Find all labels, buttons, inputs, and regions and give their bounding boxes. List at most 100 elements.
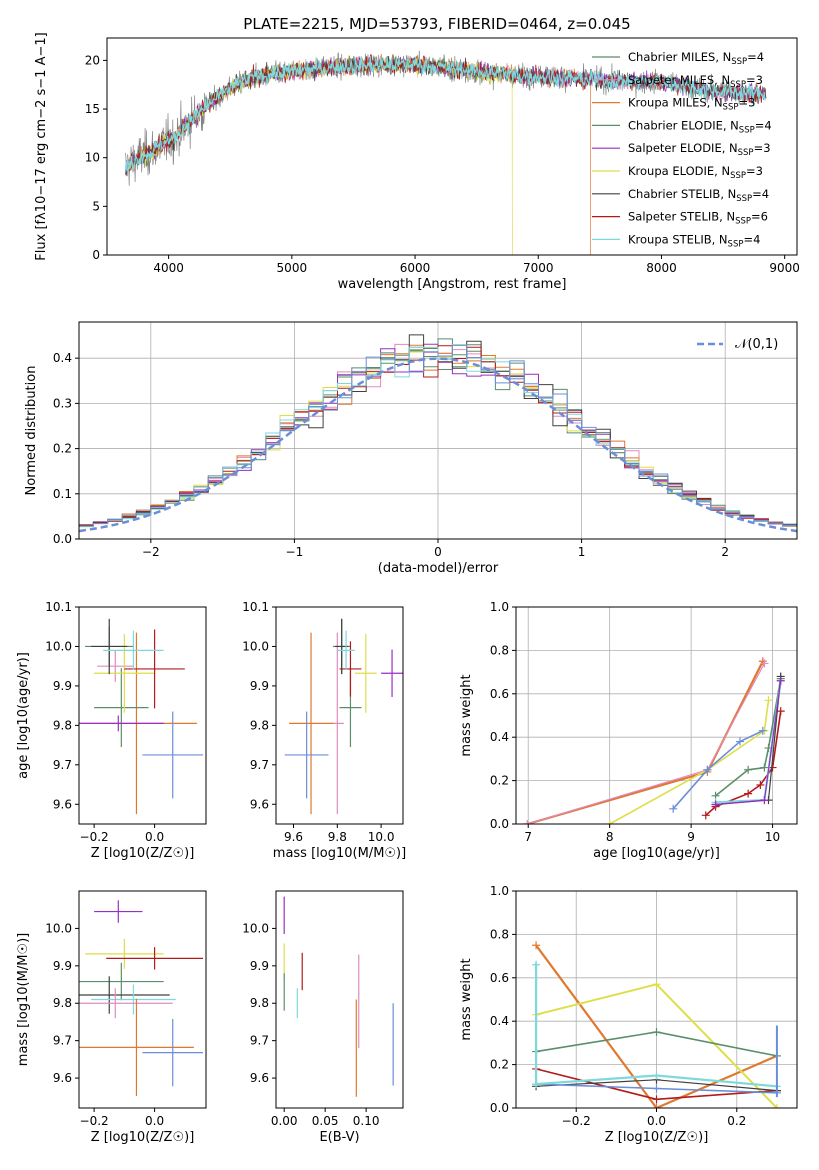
- x-axis-label: wavelength [Angstrom, rest frame]: [338, 277, 567, 292]
- axes-mass_vs_ebv: 0.00 0.05 0.10 9.6 9.7 9.8 9.9 10.0 E(B-V): [242, 890, 404, 1145]
- y-axis-label: mass weight: [459, 674, 474, 756]
- y-tick-label: 9.8: [53, 718, 72, 732]
- plot-area: [516, 891, 797, 1108]
- y-axis-label: age [log10(age/yr)]: [16, 652, 31, 779]
- y-tick-label: 0.8: [490, 643, 509, 657]
- weight-line: [535, 944, 778, 1108]
- y-tick-label: 9.7: [250, 1034, 269, 1048]
- weight-marker: [776, 707, 785, 716]
- x-tick-label: 2: [721, 545, 729, 559]
- weight-marker: [744, 789, 753, 798]
- weight-line: [527, 660, 764, 824]
- legend-label: Kroupa MILES, NSSP=3: [628, 96, 755, 113]
- weight-marker: [652, 980, 661, 989]
- weight-marker: [776, 676, 785, 685]
- y-tick-label: 10.0: [45, 921, 72, 935]
- axes-frame: [275, 890, 404, 1109]
- axes-frame: [78, 890, 207, 1109]
- x-axis-label: age [log10(age/yr)]: [593, 846, 720, 861]
- y-tick-label: 9.9: [53, 679, 72, 693]
- legend-label: Chabrier STELIB, NSSP=4: [628, 187, 769, 204]
- y-tick-label: 0.1: [53, 487, 72, 501]
- x-tick-label: 10.0: [368, 830, 395, 844]
- x-tick-label: 0.00: [271, 1114, 298, 1128]
- x-tick-label: 0.10: [353, 1114, 380, 1128]
- x-tick-label: 9: [687, 830, 695, 844]
- y-tick-label: 9.6: [53, 1071, 72, 1085]
- weight-line: [672, 729, 764, 810]
- weight-marker: [703, 765, 712, 774]
- x-tick-label: 0.0: [145, 1114, 164, 1128]
- weight-line: [609, 700, 770, 824]
- legend-label: Salpeter ELODIE, NSSP=3: [628, 141, 771, 158]
- axes-weight_vs_Z: −0.2 0.0 0.2 0.0 0.2 0.4 0.6 0.8 1.0 Z [log10(Z/Z…: [459, 884, 798, 1145]
- axes-mass_vs_Z: −0.2 0.0 9.6 9.7 9.8 9.9 10.0 Z [log10(Z/Z☉)] ma…: [16, 890, 207, 1145]
- y-axis-label: mass [log10(M/M☉)]: [16, 933, 31, 1066]
- x-tick-label: 10: [765, 830, 780, 844]
- y-axis-label: mass weight: [459, 958, 474, 1040]
- model-spectrum: [124, 55, 767, 172]
- y-tick-label: 9.7: [53, 1034, 72, 1048]
- axes-age_vs_mass: 9.6 9.8 10.0 9.6 9.7 9.8 9.9 10.0 10.1 mass [log1…: [242, 600, 406, 861]
- chart-title: PLATE=2215, MJD=53793, FIBERID=0464, z=0…: [243, 15, 630, 33]
- plot-area: [124, 50, 767, 255]
- x-tick-label: 7000: [523, 261, 554, 275]
- x-tick-label: −2: [142, 545, 160, 559]
- y-axis-label: Normed distribution: [24, 366, 39, 496]
- y-tick-label: 10.0: [45, 639, 72, 653]
- model-spectrum: [125, 55, 513, 255]
- x-tick-label: 5000: [277, 261, 308, 275]
- x-tick-label: 9.6: [284, 830, 303, 844]
- y-tick-label: 5: [92, 199, 100, 213]
- y-tick-label: 9.8: [250, 718, 269, 732]
- weight-marker: [764, 696, 773, 705]
- x-axis-label: (data-model)/error: [378, 561, 499, 576]
- y-tick-label: 10.0: [242, 639, 269, 653]
- weight-marker: [744, 765, 753, 774]
- weight-marker: [652, 1028, 661, 1037]
- weight-marker: [701, 811, 710, 820]
- y-tick-label: 0.8: [490, 927, 509, 941]
- y-tick-label: 10: [85, 151, 100, 165]
- weight-line: [715, 676, 782, 806]
- legend-label: 𝒩(0,1): [735, 337, 778, 352]
- legend-label: Salpeter STELIB, NSSP=6: [628, 210, 768, 227]
- y-tick-label: 9.9: [250, 959, 269, 973]
- x-tick-label: 0.2: [727, 1114, 746, 1128]
- y-tick-label: 20: [85, 53, 100, 67]
- x-axis-label: Z [log10(Z/Z☉)]: [91, 1130, 195, 1145]
- weight-marker: [760, 659, 769, 668]
- plot-area: [79, 322, 797, 539]
- x-axis-label: Z [log10(Z/Z☉)]: [605, 1130, 709, 1145]
- y-tick-label: 1.0: [490, 600, 509, 614]
- x-tick-label: −1: [286, 545, 304, 559]
- x-axis-label: Z [log10(Z/Z☉)]: [91, 846, 195, 861]
- plot-area: [516, 607, 797, 824]
- axes-residuals: 𝒩(0,1) −2 −1 0 1 2 0.0 0.1 0.2 0.3 0.4 (data-model)…: [24, 321, 798, 576]
- weight-marker: [523, 820, 532, 824]
- y-tick-label: 10.0: [242, 921, 269, 935]
- y-tick-label: 9.6: [250, 1071, 269, 1085]
- x-axis-label: E(B-V): [319, 1130, 359, 1145]
- y-tick-label: 0: [92, 248, 100, 262]
- y-tick-label: 0.4: [490, 1014, 509, 1028]
- y-tick-label: 1.0: [490, 884, 509, 898]
- x-tick-label: −0.2: [562, 1114, 591, 1128]
- y-tick-label: 0.4: [490, 730, 509, 744]
- y-tick-label: 0.3: [53, 396, 72, 410]
- weight-marker: [652, 1084, 661, 1093]
- y-tick-label: 9.8: [250, 996, 269, 1010]
- axes-spectrum: Chabrier MILES, NSSP=4 Salpeter MILES, NS…: [34, 32, 800, 292]
- y-tick-label: 0.6: [490, 971, 509, 985]
- y-tick-label: 9.7: [53, 758, 72, 772]
- y-tick-label: 9.7: [250, 758, 269, 772]
- y-tick-label: 10.1: [242, 600, 269, 614]
- y-tick-label: 9.9: [53, 959, 72, 973]
- plot-area: [284, 618, 403, 815]
- x-tick-label: 7: [524, 830, 532, 844]
- weight-marker: [711, 800, 720, 809]
- plot-area: [79, 900, 203, 1097]
- weight-marker: [652, 1104, 661, 1108]
- x-tick-label: 4000: [153, 261, 184, 275]
